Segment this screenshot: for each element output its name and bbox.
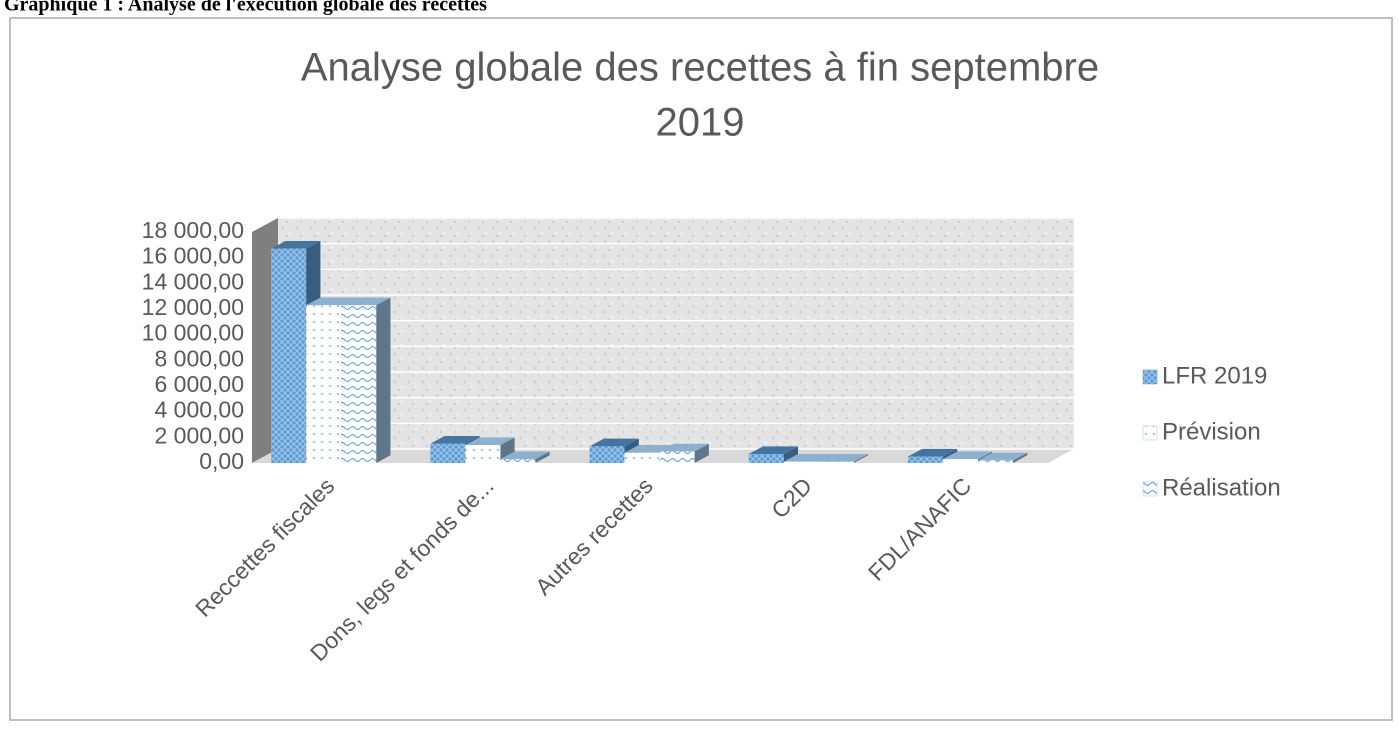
y-tick-label: 0,00 <box>199 448 244 474</box>
bar-top <box>465 437 515 446</box>
bar <box>271 248 307 463</box>
bar <box>624 452 660 463</box>
bar-top <box>500 451 550 460</box>
bar <box>430 443 466 463</box>
y-tick-label: 2 000,00 <box>154 422 244 448</box>
bar <box>977 460 1013 463</box>
y-tick-label: 10 000,00 <box>142 320 244 346</box>
bar <box>500 459 536 463</box>
bar-side <box>535 451 550 463</box>
bar <box>465 445 501 463</box>
legend-swatch <box>1142 369 1158 385</box>
bar-side <box>1012 452 1028 463</box>
bar-top <box>430 436 480 444</box>
legend-label: Prévision <box>1162 418 1261 445</box>
bar-top <box>783 454 834 462</box>
chart-title: Analyse globale des recettes à fin septe… <box>301 46 1099 90</box>
bar-top <box>942 451 993 460</box>
bar-top <box>977 452 1028 461</box>
back-wall <box>278 218 1074 449</box>
bar-side <box>853 454 869 463</box>
bar <box>306 305 342 463</box>
bar <box>659 451 695 463</box>
bar-top <box>659 443 709 452</box>
x-tick-label: Reccettes fiscales <box>190 472 339 621</box>
bar-top <box>341 297 391 306</box>
bar-top <box>306 297 356 306</box>
bar <box>783 461 819 463</box>
bar-side <box>694 443 709 463</box>
bar-top <box>589 438 639 447</box>
bar-side <box>783 446 799 463</box>
y-tick-label: 14 000,00 <box>142 268 244 294</box>
bar-top <box>818 454 869 462</box>
y-tick-label: 12 000,00 <box>142 294 244 320</box>
bar <box>942 459 978 463</box>
caption: Graphique 1 : Analyse de l'exécution glo… <box>4 0 487 16</box>
x-tick-label: Autres recettes <box>530 472 658 600</box>
legend-swatch <box>1142 481 1158 497</box>
bar <box>748 454 784 463</box>
bar <box>907 456 943 463</box>
legend-swatch <box>1142 425 1158 441</box>
y-tick-label: 16 000,00 <box>142 243 244 269</box>
bar <box>341 305 377 463</box>
bar <box>818 461 854 463</box>
y-tick-label: 6 000,00 <box>154 371 244 397</box>
bar-top <box>748 446 799 455</box>
chart-title-line2: 2019 <box>656 101 745 145</box>
y-tick-label: 18 000,00 <box>142 217 244 243</box>
x-tick-label: C2D <box>766 472 817 523</box>
bar-top <box>907 448 958 457</box>
bar-top <box>271 240 321 249</box>
y-tick-label: 4 000,00 <box>154 397 244 423</box>
legend-label: Réalisation <box>1162 474 1281 501</box>
bar-side <box>376 297 391 463</box>
legend-label: LFR 2019 <box>1162 362 1267 389</box>
frame <box>9 17 1393 721</box>
x-tick-label: Dons, legs et fonds de... <box>305 472 499 666</box>
y-tick-label: 8 000,00 <box>154 345 244 371</box>
bar <box>589 446 625 463</box>
x-tick-label: FDL/ANAFIC <box>863 472 976 585</box>
